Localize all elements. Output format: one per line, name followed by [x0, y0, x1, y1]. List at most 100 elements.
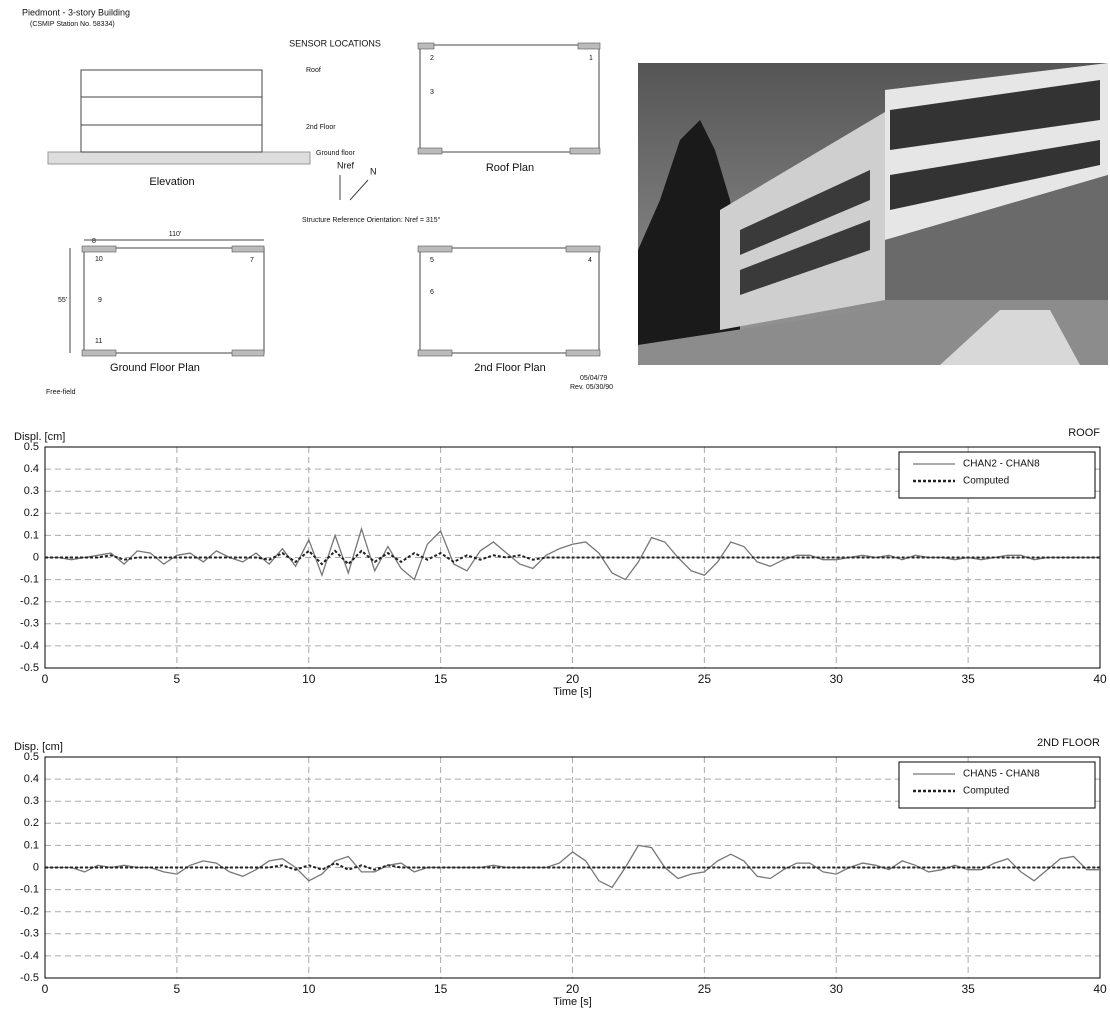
- hatch: [81, 349, 117, 357]
- x-tick-label: 0: [42, 672, 49, 686]
- legend-label: Computed: [963, 476, 1009, 487]
- sensor: 11: [95, 338, 102, 345]
- y-tick-label: 0.3: [24, 795, 39, 807]
- y-tick-label: 0.1: [24, 529, 39, 541]
- sensor: 6: [430, 289, 434, 296]
- annotation: 2ND FLOOR: [1037, 737, 1100, 749]
- hatch: [565, 349, 601, 357]
- y-tick-label: -0.5: [20, 662, 39, 674]
- y-tick-label: 0.3: [24, 485, 39, 497]
- free-field: Free-field: [46, 389, 76, 396]
- charts: 0.50.40.30.20.10-0.1-0.2-0.3-0.4-0.50 5 10…: [14, 427, 1107, 1008]
- arrow: [349, 179, 369, 201]
- sensor: 9: [98, 297, 102, 304]
- y-axis-label: Displ. [cm]: [14, 431, 65, 443]
- y-tick-label: -0.1: [20, 574, 39, 586]
- elevation-label: Elevation: [149, 176, 194, 188]
- title: Piedmont - 3-story Building: [22, 7, 130, 17]
- hatch: [417, 42, 435, 50]
- sensor: 1: [589, 55, 593, 62]
- x-tick-label: 10: [302, 672, 316, 686]
- y-tick-label: -0.2: [20, 596, 39, 608]
- y-tick-label: -0.3: [20, 618, 39, 630]
- level-label: 2nd Floor: [306, 124, 336, 131]
- level-label: Roof: [306, 67, 321, 74]
- sensor: 7: [250, 257, 254, 264]
- orientation-text: Structure Reference Orientation: Nref = …: [302, 216, 441, 224]
- windows: [740, 170, 870, 295]
- dimension: 110': [169, 231, 182, 238]
- plan-label: 2nd Floor Plan: [474, 362, 546, 374]
- ground: [47, 151, 311, 165]
- x-tick-label: 35: [961, 982, 975, 996]
- plan-label: Ground Floor Plan: [110, 362, 200, 374]
- x-axis-label: Time [s]: [553, 996, 592, 1008]
- photo: [638, 63, 1108, 365]
- hatch: [569, 147, 601, 155]
- elevation-frame: [80, 69, 263, 153]
- y-tick-label: 0.5: [24, 441, 39, 453]
- x-tick-label: 25: [698, 672, 712, 686]
- y-tick-label: -0.3: [20, 928, 39, 940]
- y-axis-label: Disp. [cm]: [14, 741, 63, 753]
- diagram: Piedmont - 3-story Building (CSMIP Stati…: [22, 7, 613, 395]
- series-line: [45, 549, 1100, 566]
- path: [940, 310, 1080, 365]
- hatch: [577, 42, 601, 50]
- x-tick-label: 0: [42, 982, 49, 996]
- ground-plan: [83, 247, 265, 354]
- legend-label: CHAN2 - CHAN8: [963, 459, 1040, 470]
- y-tick-label: 0.5: [24, 751, 39, 763]
- sensor: 5: [430, 257, 434, 264]
- hatch: [417, 245, 453, 253]
- sensor: 3: [430, 89, 434, 96]
- hatch: [231, 349, 265, 357]
- x-tick-label: 40: [1093, 672, 1107, 686]
- hatch: [81, 245, 117, 253]
- y-tick-label: 0: [33, 551, 39, 563]
- sensor: 8: [92, 238, 96, 245]
- legend-box: [898, 761, 1096, 809]
- date: 05/04/79: [580, 375, 607, 382]
- series-line: [45, 844, 1100, 889]
- hatch: [565, 245, 601, 253]
- hatch: [417, 147, 443, 155]
- north: N: [370, 166, 377, 176]
- y-tick-label: -0.5: [20, 972, 39, 984]
- level-label: Ground floor: [316, 150, 356, 157]
- x-tick-label: 40: [1093, 982, 1107, 996]
- y-tick-label: -0.4: [20, 640, 39, 652]
- second-floor-plan: [419, 247, 600, 354]
- roof-plan: [419, 44, 600, 153]
- date: Rev. 05/30/90: [570, 384, 613, 391]
- series-line: [45, 861, 1100, 871]
- y-tick-label: 0.4: [24, 463, 39, 475]
- y-tick-label: 0.4: [24, 773, 39, 785]
- sensor: 10: [95, 256, 103, 263]
- annotation: ROOF: [1068, 427, 1100, 439]
- x-tick-label: 20: [566, 982, 580, 996]
- x-tick-label: 30: [830, 982, 844, 996]
- sensor: 2: [430, 55, 434, 62]
- x-tick-label: 35: [961, 672, 975, 686]
- shadow: [885, 175, 1108, 300]
- sensor: 4: [588, 257, 592, 264]
- y-tick-label: 0.2: [24, 817, 39, 829]
- x-axis-label: Time [s]: [553, 686, 592, 698]
- hatch: [417, 349, 453, 357]
- x-tick-label: 10: [302, 982, 316, 996]
- nref: Nref: [337, 160, 355, 170]
- subtitle: (CSMIP Station No. 58334): [30, 21, 115, 28]
- y-tick-label: 0.2: [24, 507, 39, 519]
- x-tick-label: 5: [174, 982, 181, 996]
- x-tick-label: 5: [174, 672, 181, 686]
- legend-label: CHAN5 - CHAN8: [963, 769, 1040, 780]
- x-tick-label: 20: [566, 672, 580, 686]
- dimension: 55': [58, 297, 67, 304]
- y-tick-label: -0.2: [20, 906, 39, 918]
- y-tick-label: 0: [33, 861, 39, 873]
- y-tick-label: 0.1: [24, 839, 39, 851]
- heading: SENSOR LOCATIONS: [289, 38, 381, 48]
- legend-box: [898, 451, 1096, 499]
